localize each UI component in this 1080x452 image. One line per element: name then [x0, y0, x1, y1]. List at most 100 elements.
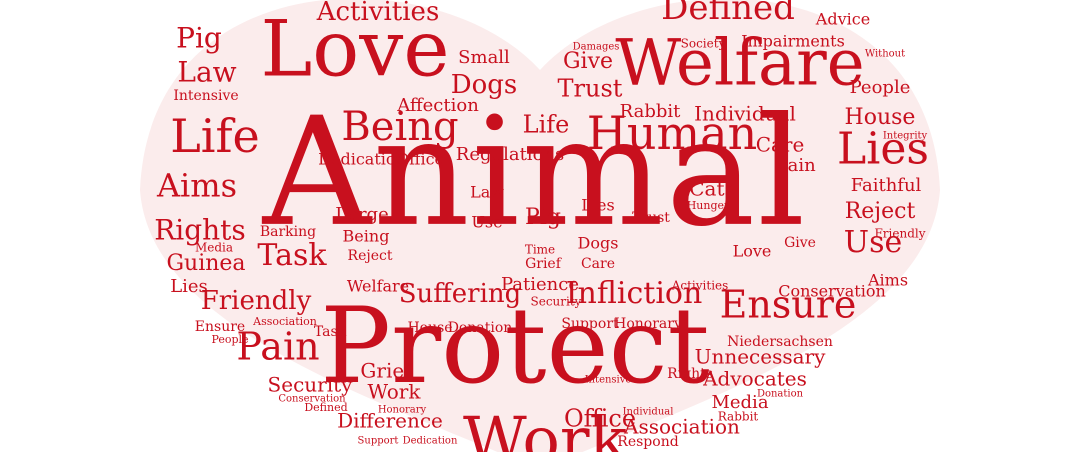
- word-people: People: [850, 77, 911, 98]
- word-grief: Grief: [360, 359, 413, 383]
- word-time: Time: [525, 243, 555, 257]
- word-individual: Individual: [694, 102, 796, 126]
- word-law-small: Law: [470, 183, 504, 202]
- word-ensure: Ensure: [720, 283, 857, 327]
- word-conservation-left: Conservation: [278, 394, 346, 405]
- word-pain: Pain: [236, 325, 319, 369]
- word-rabbit: Rabbit: [620, 101, 681, 122]
- word-association-left: Association: [252, 315, 317, 328]
- word-friendly: Friendly: [201, 286, 312, 316]
- word-security: Security: [268, 373, 354, 397]
- word-being: Being: [341, 104, 458, 150]
- word-lies-left: Lies: [170, 276, 208, 297]
- word-animal: Animal: [262, 86, 808, 260]
- word-dogs: Dogs: [451, 70, 518, 100]
- word-suffering: Suffering: [399, 279, 522, 309]
- word-friendly-small: Friendly: [874, 227, 925, 241]
- heart-shape: [140, 0, 940, 452]
- word-advice: Advice: [815, 10, 870, 29]
- word-niedersachsen: Niedersachsen: [727, 334, 833, 350]
- word-lies: Lies: [837, 124, 929, 175]
- word-house-small: House: [407, 320, 452, 336]
- word-without: Without: [865, 49, 905, 60]
- word-honorary-left: Honorary: [378, 405, 427, 416]
- word-life: Life: [170, 109, 260, 163]
- word-infliction: Infliction: [566, 276, 703, 311]
- word-security-small: Security: [531, 295, 582, 309]
- word-respond: Respond: [617, 434, 678, 450]
- word-care-small: Care: [581, 256, 615, 272]
- word-ensure-left: Ensure: [195, 319, 245, 335]
- word-task: Task: [257, 238, 327, 273]
- word-grief-small: Grief: [525, 256, 563, 272]
- word-give-small: Give: [784, 235, 816, 251]
- word-welfare: Welfare: [615, 27, 864, 101]
- word-work-large: Work: [463, 403, 627, 452]
- word-difference: Difference: [337, 409, 443, 433]
- word-protect: Protect: [320, 285, 709, 407]
- word-faithful: Faithful: [851, 175, 922, 196]
- word-media: Media: [711, 392, 768, 413]
- word-office-small: Office: [396, 150, 444, 169]
- word-hunger: Hunger: [687, 199, 730, 212]
- word-rights: Rights: [154, 214, 246, 247]
- word-task-small: Task: [314, 324, 347, 340]
- word-people-left: People: [211, 333, 248, 346]
- word-work-small: Work: [368, 380, 422, 404]
- word-society: Society: [681, 37, 726, 51]
- word-dedication: Dedication: [318, 150, 406, 169]
- word-rabbit-right: Rabbit: [718, 410, 759, 424]
- word-barking: Barking: [260, 224, 316, 240]
- word-support: Support: [561, 316, 619, 332]
- word-affection: Affection: [396, 95, 479, 116]
- word-human: Human: [587, 106, 757, 160]
- word-unnecessary: Unnecessary: [695, 345, 827, 369]
- word-donation-right: Donation: [757, 389, 804, 400]
- word-defined-left: Defined: [304, 401, 347, 414]
- word-house: House: [845, 105, 916, 130]
- word-welfare-small: Welfare: [347, 277, 409, 296]
- word-trust-small: Trust: [632, 210, 670, 226]
- word-reject: Reject: [845, 199, 916, 224]
- word-honorary: Honorary: [614, 316, 682, 332]
- word-support-left: Support: [358, 436, 399, 447]
- word-office: Office: [564, 405, 636, 433]
- word-small: Small: [458, 47, 510, 68]
- word-pig: Pig: [176, 22, 222, 55]
- word-individual-small: Individual: [623, 407, 674, 418]
- word-care: Care: [756, 133, 805, 157]
- word-use-small: Use: [471, 213, 502, 232]
- word-being-small: Being: [343, 227, 390, 246]
- word-group: Animal Protect Love Welfare Human Work B…: [154, 0, 929, 452]
- word-regulations: Regulations: [456, 144, 564, 165]
- word-cats: Cats: [689, 177, 735, 201]
- word-give: Give: [563, 49, 613, 74]
- word-media-left: Media: [195, 241, 233, 255]
- word-intensive: Intensive: [173, 88, 238, 104]
- word-advocates: Advocates: [702, 367, 807, 391]
- word-conservation: Conservation: [778, 282, 886, 301]
- word-love-small: Love: [733, 242, 772, 261]
- word-reject-small: Reject: [348, 248, 393, 264]
- word-patience: Patience: [501, 274, 579, 295]
- word-pig-small: Pig: [525, 205, 561, 230]
- word-damages: Damages: [573, 42, 620, 53]
- word-intensive-small: Intensive: [585, 375, 632, 386]
- word-activities-small: Activities: [671, 279, 729, 293]
- word-rights-small: Rights: [667, 366, 713, 382]
- word-defined: Defined: [661, 0, 795, 28]
- word-integrity: Integrity: [883, 131, 928, 142]
- word-donation: Donation: [448, 320, 513, 336]
- word-use: Use: [844, 225, 902, 260]
- word-activities: Activities: [316, 0, 440, 27]
- word-dedication-left: Dedication: [403, 436, 458, 447]
- word-love: Love: [261, 5, 450, 95]
- word-trust: Trust: [558, 75, 623, 103]
- word-aims: Aims: [156, 167, 237, 205]
- word-aims-small: Aims: [867, 271, 908, 290]
- word-law: Law: [177, 56, 236, 89]
- word-life-small: Life: [523, 111, 570, 139]
- word-impairments: Impairments: [741, 32, 845, 51]
- word-guinea: Guinea: [166, 251, 245, 276]
